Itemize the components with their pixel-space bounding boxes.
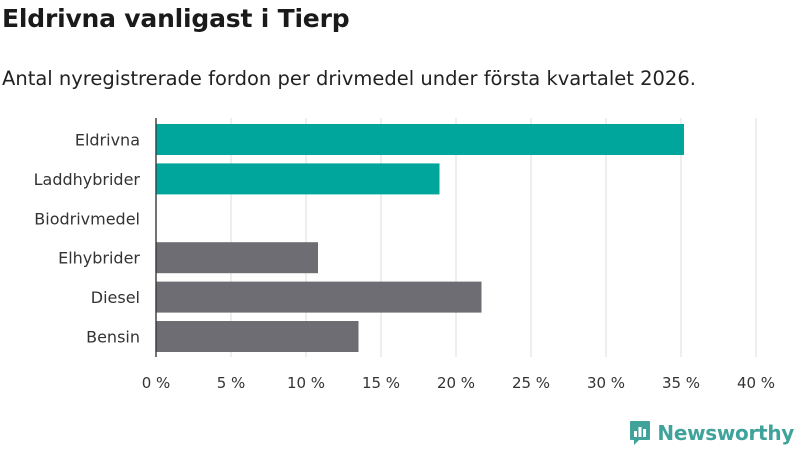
x-tick-label: 30 % <box>587 374 625 392</box>
category-label: Laddhybrider <box>34 170 141 189</box>
x-tick-label: 5 % <box>217 374 246 392</box>
bar-eldrivna <box>156 124 684 155</box>
category-label: Bensin <box>86 328 140 347</box>
x-tick-label: 25 % <box>512 374 550 392</box>
chart-subtitle: Antal nyregistrerade fordon per drivmede… <box>2 67 696 90</box>
category-label: Diesel <box>91 288 140 307</box>
bar-elhybrider <box>156 242 318 274</box>
bars <box>156 124 684 352</box>
x-tick-label: 20 % <box>437 374 475 392</box>
category-labels: Eldrivna Laddhybrider Biodrivmedel Elhybrid… <box>34 131 141 347</box>
bar-chart-speech-bubble-icon <box>630 421 651 445</box>
x-tick-label: 15 % <box>362 374 400 392</box>
x-tick-label: 10 % <box>287 374 325 392</box>
x-tick-label: 0 % <box>142 374 171 392</box>
newsworthy-logo: Newsworthy <box>629 420 794 446</box>
chart-title: Eldrivna vanligast i Tierp <box>2 4 350 33</box>
category-label: Eldrivna <box>75 131 140 150</box>
bar-bensin <box>156 321 359 352</box>
x-tick-label: 40 % <box>737 374 775 392</box>
x-tick-labels: 0 % 5 % 10 % 15 % 20 % 25 % 30 % 35 % 40 % <box>142 374 775 392</box>
bar-laddhybrider <box>156 163 440 195</box>
category-label: Biodrivmedel <box>34 209 140 228</box>
bar-diesel <box>156 281 482 313</box>
x-tick-label: 35 % <box>662 374 700 392</box>
category-label: Elhybrider <box>58 249 140 268</box>
logo-text: Newsworthy <box>657 421 794 445</box>
